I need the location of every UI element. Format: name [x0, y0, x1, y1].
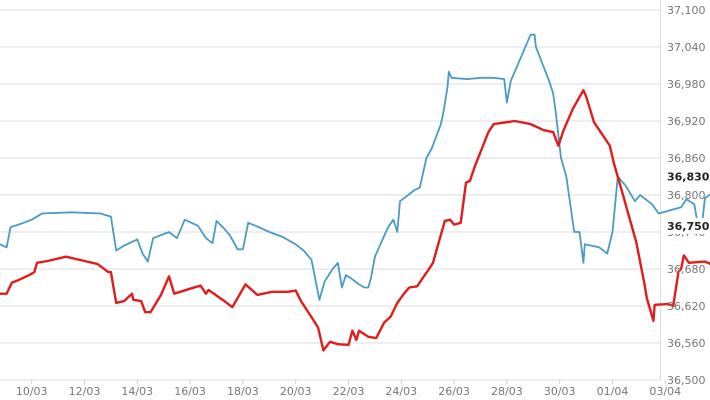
x-tick-label: 12/03 — [69, 385, 101, 398]
last-value-label: 36,830 — [667, 171, 710, 184]
x-tick-label: 30/03 — [544, 385, 576, 398]
series-lines — [0, 33, 710, 352]
x-tick-label: 20/03 — [280, 385, 312, 398]
x-tick-label: 10/03 — [16, 385, 48, 398]
y-tick-label: 36,500 — [667, 374, 706, 387]
series-line-red — [0, 88, 710, 352]
x-axis-ticks: 10/03 12/03 14/03 16/03 18/03 20/03 22/03 24/03… — [16, 380, 681, 398]
y-tick-label: 37,100 — [667, 4, 706, 17]
x-tick-label: 16/03 — [174, 385, 206, 398]
last-value-label: 36,750 — [667, 220, 710, 233]
last-value-labels: 36,830 36,750 — [664, 168, 710, 234]
x-tick-label: 03/04 — [649, 385, 681, 398]
y-tick-label: 36,680 — [667, 263, 706, 276]
last-value-badge — [664, 168, 710, 185]
x-tick-label: 18/03 — [227, 385, 259, 398]
x-tick-label: 28/03 — [491, 385, 523, 398]
y-tick-label: 36,860 — [667, 152, 706, 165]
x-tick-label: 22/03 — [333, 385, 365, 398]
y-tick-label: 37,040 — [667, 41, 706, 54]
gridlines — [0, 0, 661, 381]
y-tick-label: 36,800 — [667, 189, 706, 202]
y-axis-ticks: 37,10037,04036,98036,92036,86036,80036,7… — [667, 4, 706, 387]
x-tick-label: 26/03 — [438, 385, 470, 398]
y-tick-label: 36,920 — [667, 115, 706, 128]
series-line-blue — [0, 33, 710, 301]
y-tick-label: 36,560 — [667, 337, 706, 350]
x-tick-label: 14/03 — [121, 385, 153, 398]
y-tick-label: 36,980 — [667, 78, 706, 91]
x-tick-label: 01/04 — [597, 385, 629, 398]
last-value-badge — [664, 217, 710, 234]
x-tick-label: 24/03 — [385, 385, 417, 398]
y-tick-label: 36,620 — [667, 300, 706, 313]
